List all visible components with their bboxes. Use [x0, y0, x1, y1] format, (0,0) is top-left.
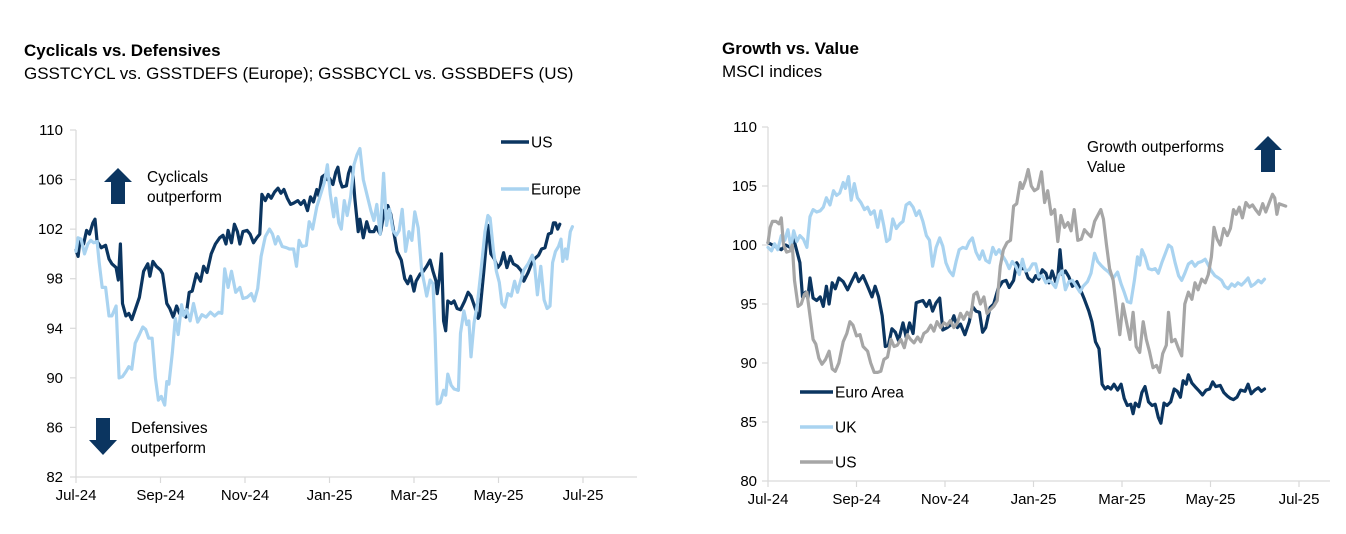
- arrow-up-icon: [1254, 136, 1282, 172]
- y-tick-label: 90: [46, 370, 63, 387]
- x-tick-label: Jan-25: [1011, 491, 1057, 508]
- x-tick-label: Mar-25: [390, 487, 438, 504]
- annotation-text: Growth outperforms: [1087, 139, 1224, 156]
- legend-label: Euro Area: [835, 385, 904, 402]
- y-tick-label: 82: [46, 469, 63, 486]
- y-tick-label: 106: [38, 172, 63, 189]
- x-tick-label: Nov-24: [221, 487, 269, 504]
- x-tick-label: Sep-24: [832, 491, 880, 508]
- series-line-europe: [74, 147, 574, 407]
- x-tick-label: Jul-25: [1279, 491, 1320, 508]
- y-tick-label: 90: [740, 355, 757, 372]
- legend-label: Europe: [531, 182, 581, 199]
- y-tick-label: 110: [39, 122, 63, 139]
- y-tick-label: 95: [740, 296, 757, 313]
- y-tick-label: 102: [38, 221, 63, 238]
- x-tick-label: Mar-25: [1098, 491, 1146, 508]
- y-tick-label: 86: [46, 419, 63, 436]
- y-tick-label: 110: [733, 119, 757, 136]
- annotation-text: outperform: [131, 440, 206, 457]
- x-tick-label: May-25: [473, 487, 523, 504]
- arrow-down-icon: [89, 418, 117, 455]
- y-tick-label: 94: [46, 320, 63, 337]
- series-line-us: [766, 167, 1288, 374]
- x-tick-label: Jul-24: [56, 487, 97, 504]
- y-tick-label: 105: [732, 178, 757, 195]
- y-tick-label: 100: [732, 237, 757, 254]
- arrow-up-icon: [104, 168, 132, 204]
- chart-subtitle: MSCI indices: [722, 62, 823, 81]
- legend-label: UK: [835, 420, 857, 437]
- chart-0: 82 86 90 94 98 102 106 110 Jul-24 Sep-24 Nov-24 Jan…: [38, 122, 637, 504]
- legend-label: US: [531, 135, 553, 152]
- series-line-uk: [766, 175, 1267, 305]
- x-tick-label: Jul-25: [563, 487, 604, 504]
- annotation-text: Cyclicals: [147, 169, 208, 186]
- x-tick-label: Jul-24: [748, 491, 789, 508]
- chart-title: Growth vs. Value: [722, 39, 859, 58]
- x-tick-label: Sep-24: [136, 487, 184, 504]
- x-tick-label: Nov-24: [921, 491, 969, 508]
- y-tick-label: 98: [46, 271, 63, 288]
- chart-1: 80 85 90 95 100 105 110 Jul-24 Sep-24 Nov-24 Jan-2…: [732, 119, 1330, 508]
- annotation-text: outperform: [147, 189, 222, 206]
- series-line-euro-area: [766, 237, 1267, 425]
- y-tick-label: 85: [740, 414, 757, 431]
- annotation-text: Defensives: [131, 420, 208, 437]
- chart-title: Cyclicals vs. Defensives: [24, 41, 221, 60]
- x-tick-label: May-25: [1185, 491, 1235, 508]
- x-tick-label: Jan-25: [307, 487, 353, 504]
- annotation-text: Value: [1087, 159, 1126, 176]
- chart-subtitle: GSSTCYCL vs. GSSTDEFS (Europe); GSSBCYCL…: [24, 64, 574, 83]
- y-tick-label: 80: [740, 473, 757, 490]
- legend-label: US: [835, 455, 857, 472]
